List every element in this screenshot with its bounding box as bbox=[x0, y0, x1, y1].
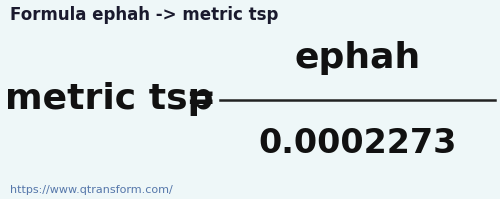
Text: 0.0002273: 0.0002273 bbox=[258, 127, 456, 160]
Text: https://www.qtransform.com/: https://www.qtransform.com/ bbox=[10, 185, 173, 195]
Text: Formula ephah -> metric tsp: Formula ephah -> metric tsp bbox=[10, 6, 278, 24]
Text: metric tsp: metric tsp bbox=[5, 83, 214, 116]
Text: ephah: ephah bbox=[294, 41, 420, 75]
Text: =: = bbox=[185, 83, 215, 116]
